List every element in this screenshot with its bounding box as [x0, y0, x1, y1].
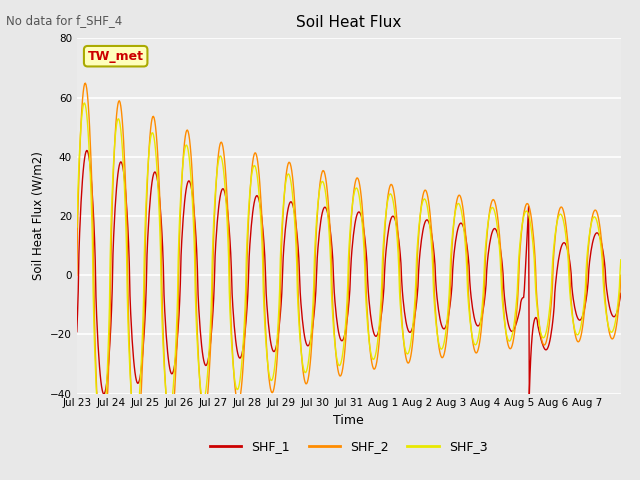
- Y-axis label: Soil Heat Flux (W/m2): Soil Heat Flux (W/m2): [31, 152, 45, 280]
- Text: No data for f_SHF_4: No data for f_SHF_4: [6, 14, 123, 27]
- Text: TW_met: TW_met: [88, 50, 144, 63]
- X-axis label: Time: Time: [333, 414, 364, 427]
- Legend: SHF_1, SHF_2, SHF_3: SHF_1, SHF_2, SHF_3: [205, 435, 492, 458]
- Title: Soil Heat Flux: Soil Heat Flux: [296, 15, 401, 30]
